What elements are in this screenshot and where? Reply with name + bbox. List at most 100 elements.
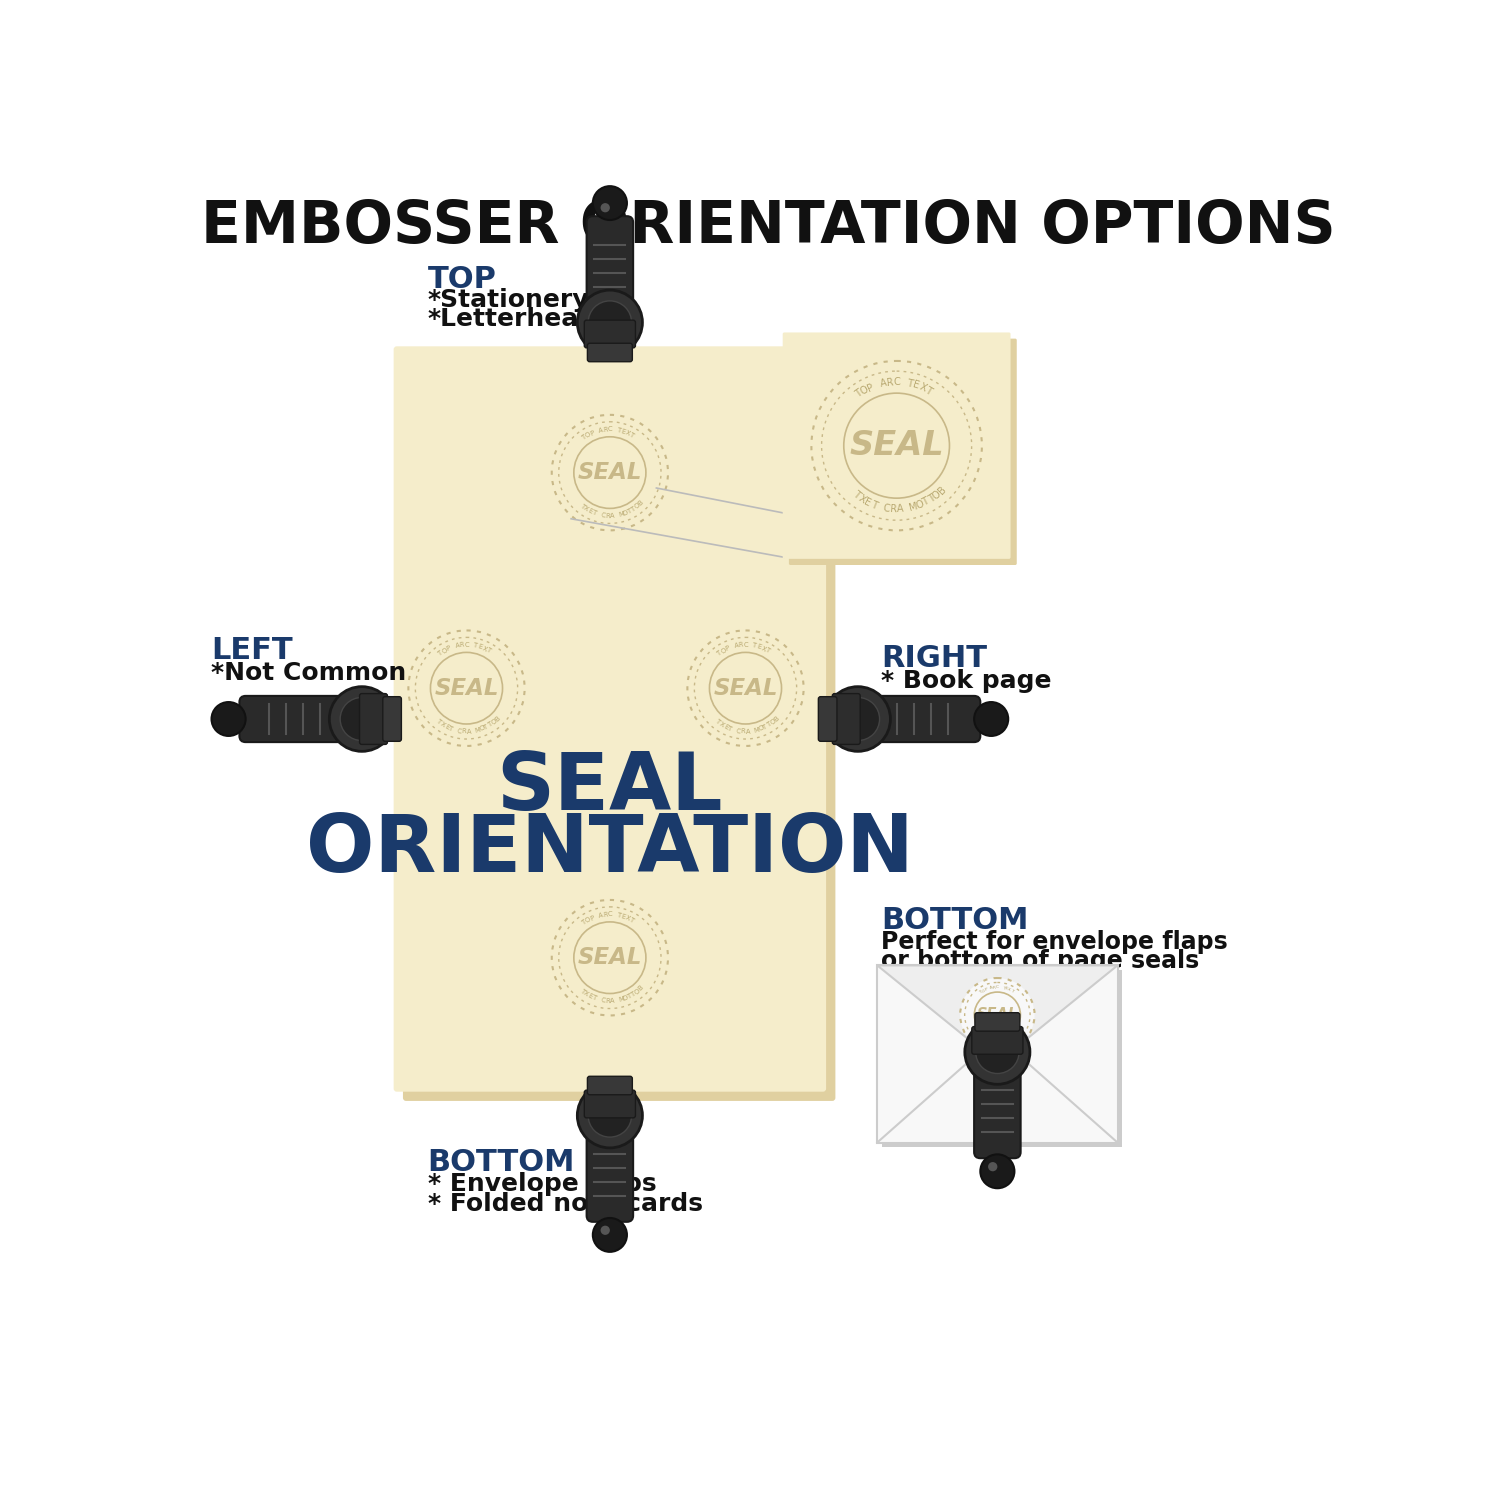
Text: O: O xyxy=(622,510,628,518)
Circle shape xyxy=(960,978,1035,1052)
Text: A: A xyxy=(879,378,888,388)
Text: O: O xyxy=(981,988,986,993)
Text: SEAL: SEAL xyxy=(714,676,777,699)
Text: M: M xyxy=(753,726,760,734)
Text: B: B xyxy=(638,984,645,992)
Text: P: P xyxy=(446,645,452,652)
Text: E: E xyxy=(982,1038,987,1042)
Text: T: T xyxy=(1011,1036,1016,1041)
Text: R: R xyxy=(890,504,897,515)
Text: P: P xyxy=(590,915,596,921)
Text: E: E xyxy=(444,723,450,730)
Text: T: T xyxy=(435,718,442,726)
Circle shape xyxy=(340,698,384,741)
Circle shape xyxy=(330,687,394,752)
Text: E: E xyxy=(621,914,627,920)
Text: SEAL: SEAL xyxy=(578,460,642,484)
FancyBboxPatch shape xyxy=(783,333,1011,560)
Text: R: R xyxy=(459,642,465,648)
Circle shape xyxy=(211,702,246,736)
Text: P: P xyxy=(590,429,596,436)
Polygon shape xyxy=(878,966,1118,1064)
Text: T: T xyxy=(926,494,936,506)
Text: T: T xyxy=(616,912,621,918)
Text: T: T xyxy=(591,510,597,516)
Text: B: B xyxy=(494,716,501,723)
Text: T: T xyxy=(627,507,633,515)
FancyBboxPatch shape xyxy=(240,696,352,742)
Text: LEFT: LEFT xyxy=(210,636,292,664)
Text: E: E xyxy=(621,427,627,435)
Text: BOTTOM: BOTTOM xyxy=(880,906,1029,934)
FancyBboxPatch shape xyxy=(833,693,860,744)
Text: Perfect for envelope flaps: Perfect for envelope flaps xyxy=(880,930,1228,954)
Text: C: C xyxy=(608,912,612,918)
Text: E: E xyxy=(586,993,594,1000)
Circle shape xyxy=(592,1218,627,1252)
Text: O: O xyxy=(633,987,640,996)
Text: T: T xyxy=(986,1038,990,1042)
Text: T: T xyxy=(868,500,879,510)
Text: O: O xyxy=(932,489,944,501)
Circle shape xyxy=(974,702,1008,736)
Text: A: A xyxy=(990,986,993,990)
Text: T: T xyxy=(484,646,492,654)
Text: T: T xyxy=(472,642,478,650)
Text: O: O xyxy=(859,384,870,398)
Text: SEAL: SEAL xyxy=(849,429,944,462)
Text: C: C xyxy=(458,728,462,735)
Circle shape xyxy=(592,186,627,220)
Text: T: T xyxy=(628,916,634,924)
Text: E: E xyxy=(723,723,729,730)
Circle shape xyxy=(975,1030,1018,1074)
Text: BOTTOM: BOTTOM xyxy=(427,1148,576,1178)
Text: T: T xyxy=(628,432,634,438)
Text: P: P xyxy=(984,987,988,992)
Text: T: T xyxy=(579,987,586,994)
Text: R: R xyxy=(738,642,744,648)
Text: X: X xyxy=(624,915,632,922)
Text: T: T xyxy=(448,724,454,732)
Text: O: O xyxy=(758,724,765,732)
Text: SEAL: SEAL xyxy=(976,1008,1018,1023)
FancyBboxPatch shape xyxy=(975,1013,1020,1031)
Text: * Folded note cards: * Folded note cards xyxy=(427,1191,702,1215)
Text: T: T xyxy=(921,496,930,508)
Circle shape xyxy=(600,1226,610,1234)
Text: T: T xyxy=(924,386,933,396)
Text: T: T xyxy=(1008,1038,1013,1042)
FancyBboxPatch shape xyxy=(588,344,633,362)
Text: X: X xyxy=(482,645,488,652)
Text: O: O xyxy=(633,503,640,510)
FancyBboxPatch shape xyxy=(819,696,837,741)
Circle shape xyxy=(588,302,632,344)
Circle shape xyxy=(588,1094,632,1137)
Text: A: A xyxy=(746,729,750,735)
Text: B: B xyxy=(638,500,645,507)
Text: T: T xyxy=(1002,986,1005,990)
Text: R: R xyxy=(994,1041,998,1044)
Text: X: X xyxy=(718,720,726,729)
FancyBboxPatch shape xyxy=(393,346,826,1092)
Text: A: A xyxy=(609,998,615,1004)
Text: T: T xyxy=(906,378,914,388)
Text: T: T xyxy=(764,646,771,654)
Text: O: O xyxy=(770,718,777,726)
FancyBboxPatch shape xyxy=(789,339,1017,566)
FancyBboxPatch shape xyxy=(878,966,1118,1143)
Text: M: M xyxy=(908,501,918,513)
Text: R: R xyxy=(993,986,996,990)
Text: T: T xyxy=(483,723,489,730)
Circle shape xyxy=(981,1155,1014,1188)
Text: SEAL: SEAL xyxy=(578,946,642,969)
Text: A: A xyxy=(598,912,603,918)
Text: X: X xyxy=(760,645,766,652)
Text: *Not Common: *Not Common xyxy=(210,662,406,686)
Text: or bottom of page seals: or bottom of page seals xyxy=(880,950,1200,974)
Text: C: C xyxy=(742,642,748,648)
Text: ORIENTATION: ORIENTATION xyxy=(306,812,914,889)
Circle shape xyxy=(578,290,642,356)
Text: C: C xyxy=(736,728,741,735)
Circle shape xyxy=(578,1083,642,1148)
Text: T: T xyxy=(579,503,586,510)
